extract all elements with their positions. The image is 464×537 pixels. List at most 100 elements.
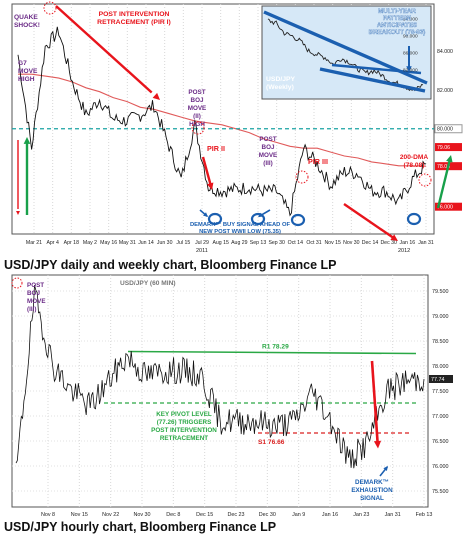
- daily-chart: Mar 21 Apr 4 Apr 18 May 2 May 16 May 31 Jun 14…: [11, 1, 463, 254]
- x-tick-label: Feb 13: [416, 512, 433, 518]
- annotation-quake-shock: QUAKE SHOCK!: [14, 14, 40, 29]
- arrow-demark-left-head: [203, 212, 208, 217]
- x-tick-label: Nov 15: [71, 512, 88, 518]
- value-tag-label: 80.000: [437, 127, 453, 133]
- x-tick-label: Jan 23: [353, 512, 369, 518]
- x-tick-label: Nov 30: [343, 240, 360, 246]
- annotation-pir-ii: PIR II: [207, 144, 225, 153]
- arrow-green-right-head: [446, 155, 453, 163]
- daily-chart-panel: Mar 21 Apr 4 Apr 18 May 2 May 16 May 31 Jun 14…: [0, 0, 464, 258]
- y-tick-label: 77.500: [432, 389, 449, 395]
- demark-circle: [290, 213, 306, 227]
- value-tag: [435, 202, 462, 211]
- arrow-pir-i-head: [152, 92, 160, 100]
- inset-arrow-head: [406, 66, 412, 72]
- annotation-post-intervention: POST INTERVENTION RETRACEMENT (PIR I): [97, 11, 171, 26]
- x-tick-label: Nov 30: [133, 512, 150, 518]
- annotation-g7-move-high: G7 MOVE HIGH: [18, 60, 38, 83]
- x-tick-label: Mar 21: [26, 240, 42, 246]
- inset-title: MULTI-YEAR PATTERN ANTICIPATES BREAKOUT (78…: [369, 8, 426, 36]
- annotation-s1: S1 76.66: [258, 439, 285, 446]
- hourly-chart-panel: Nov 8 Nov 15 Nov 22 Nov 30 Dec 8 Dec 15 Dec 23…: [0, 273, 464, 526]
- value-tag-label: 77.74: [431, 377, 445, 383]
- x-tick-label: Dec 14: [362, 240, 379, 246]
- x-tick-label: Sep 13: [250, 240, 267, 246]
- value-tag: [429, 375, 453, 383]
- high-marker-circle: [43, 1, 57, 15]
- inset-panel: [261, 5, 432, 100]
- x-tick-label: May 16: [100, 240, 117, 246]
- arrow-green-right: [436, 158, 452, 209]
- year-label: 2012: [398, 248, 410, 254]
- annotation-post-boj-iii: POST BOJ MOVE (III): [259, 136, 278, 167]
- annotation-pir-iii: PIR III: [308, 157, 328, 166]
- x-tick-label: Oct 14: [288, 240, 303, 246]
- x-tick-label: Dec 30: [380, 240, 397, 246]
- x-tick-label: Jan 16: [322, 512, 338, 518]
- x-tick-label: May 31: [119, 240, 136, 246]
- x-tick-label: Aug 29: [231, 240, 248, 246]
- x-tick-label: Oct 31: [306, 240, 321, 246]
- arrow-red-down: [370, 360, 379, 442]
- value-tag: [434, 124, 463, 134]
- arrow-red-left-head: [16, 210, 20, 215]
- x-tick-label: Jun 30: [157, 240, 173, 246]
- annotation-post-boj-iii: POST BOJ MOVE (III): [27, 282, 46, 313]
- x-tick-label: Aug 15: [212, 240, 229, 246]
- y-tick-label: 79.500: [432, 289, 449, 295]
- value-tag: [435, 143, 462, 152]
- price-line: [17, 26, 427, 217]
- annotation-pivot: KEY PIVOT LEVEL (77.26) TRIGGERS POST INTE…: [151, 411, 217, 442]
- dma-line: [18, 73, 427, 167]
- hourly-chart-title: USD/JPY (60 MIN): [120, 280, 176, 287]
- arrow-green-left-head: [23, 137, 31, 144]
- year-label: 2011: [196, 248, 208, 254]
- annotation-r1: R1 78.29: [262, 344, 289, 351]
- x-tick-label: Dec 30: [259, 512, 276, 518]
- x-tick-label: Jan 9: [292, 512, 305, 518]
- x-tick-label: Dec 15: [196, 512, 213, 518]
- y-tick-label: 76.000: [432, 464, 449, 470]
- x-tick-label: Dec 8: [166, 512, 180, 518]
- y-tick-label: 82.000: [437, 88, 453, 94]
- inset-y-tick: 86.000: [403, 50, 418, 56]
- annotation-demark: DEMARK™ BUY SIGNAL AHEAD OF NEW POST WWII…: [190, 222, 291, 235]
- x-tick-label: Jan 16: [400, 240, 416, 246]
- x-tick-label: Nov 15: [324, 240, 341, 246]
- inset-price-line: [267, 18, 424, 92]
- resistance-line-r1: [127, 350, 417, 355]
- hourly-chart-caption: USD/JPY hourly chart, Bloomberg Finance …: [4, 520, 277, 534]
- hourly-chart: Nov 8 Nov 15 Nov 22 Nov 30 Dec 8 Dec 15 Dec 23…: [11, 274, 453, 526]
- inset-y-tick: 90.000: [403, 33, 418, 39]
- x-tick-label: Sep 30: [268, 240, 285, 246]
- y-tick-label: 84.000: [437, 49, 453, 55]
- x-tick-label: Nov 22: [102, 512, 119, 518]
- annotation-post-boj-ii: POST BOJ MOVE (II) HIGH: [188, 89, 207, 128]
- demark-circle: [250, 212, 266, 226]
- high-marker-circle: [191, 121, 205, 135]
- x-tick-label: Jun 14: [138, 240, 154, 246]
- y-tick-label: 76.500: [432, 439, 449, 445]
- inset-y-tick: 82.000: [403, 67, 418, 73]
- arrow-pir-ii-head: [206, 182, 214, 190]
- arrow-red-down-head: [373, 440, 382, 449]
- annotation-200-dma: 200-DMA (78.08): [400, 154, 428, 169]
- demark-circle: [406, 212, 422, 226]
- y-tick-label: 78.000: [432, 364, 449, 370]
- demark-circle: [207, 212, 223, 226]
- high-marker-circle: [11, 277, 23, 289]
- value-tag-label: 79.06: [437, 145, 450, 151]
- inset-label: USD/JPY (Weekly): [266, 76, 296, 91]
- arrow-pir-iii-head: [390, 234, 398, 241]
- annotation-demark-exhaustion: DEMARK™ EXHAUSTION SIGNAL: [351, 479, 393, 502]
- value-tag-label: 78.08: [437, 164, 450, 170]
- y-tick-label: 75.500: [432, 489, 449, 495]
- value-tag-label: 76.000: [437, 205, 453, 211]
- x-tick-label: Jul 29: [195, 240, 209, 246]
- high-marker-circle: [418, 173, 432, 187]
- x-tick-label: Jul 15: [176, 240, 190, 246]
- arrow-demark-up-head: [383, 466, 388, 471]
- arrow-pir-iii: [343, 203, 395, 240]
- daily-chart-caption: USD/JPY daily and weekly chart, Bloomber…: [4, 258, 337, 272]
- x-tick-label: Jan 31: [418, 240, 434, 246]
